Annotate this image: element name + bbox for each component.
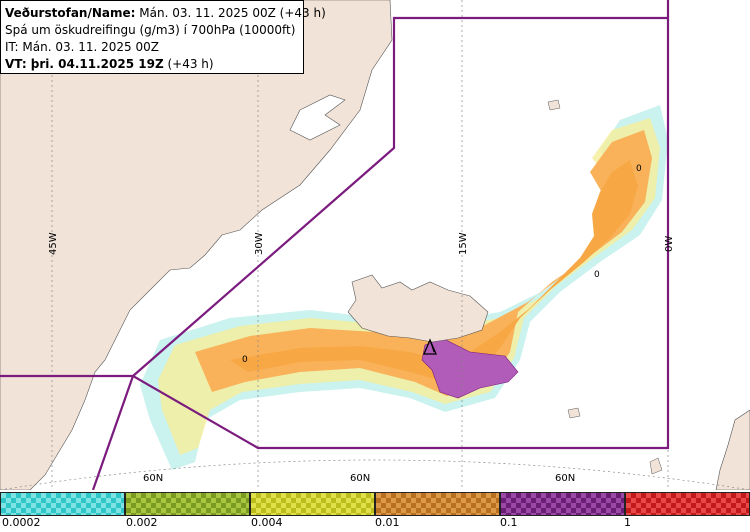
legend-swatch-6 [625, 492, 750, 516]
ash-low [195, 130, 652, 396]
legend-swatch-2 [125, 492, 250, 516]
contour-label-2: 0 [594, 270, 600, 280]
lon-label-0w: 0W [664, 236, 675, 252]
contour-label-3: 0 [636, 164, 642, 174]
issue-time: Mán. 03. 11. 2025 00Z (+43 h) [135, 6, 326, 20]
info-line-2: Spá um öskudreifingu (g/m3) í 700hPa (10… [5, 23, 296, 37]
greenland-fjord [289, 94, 346, 141]
valid-time: VT: þri. 04.11.2025 19Z [5, 57, 164, 71]
ash-plume [140, 105, 668, 470]
valid-offset: (+43 h) [163, 57, 214, 71]
legend-swatches [0, 492, 750, 516]
issuer-label: Veðurstofan/Name: [5, 6, 136, 20]
legend-tick-4: 0.01 [375, 516, 400, 529]
legend-swatch-3 [250, 492, 375, 516]
lon-label-15w: 15W [458, 232, 469, 255]
lon-label-30w: 30W [254, 232, 265, 255]
legend-tick-2: 0.002 [126, 516, 158, 529]
shetland [649, 457, 663, 475]
iceland-land [347, 274, 489, 343]
legend-tick-3: 0.004 [251, 516, 283, 529]
faroe-islands [547, 99, 561, 111]
ash-mid [230, 160, 638, 382]
lon-label-45w: 45W [48, 232, 59, 255]
volcano-triangle-icon [423, 338, 437, 355]
contour-label-1: 0 [242, 355, 248, 365]
concentration-legend: 0.0002 0.002 0.004 0.01 0.1 1 [0, 490, 750, 532]
info-line-1: Veðurstofan/Name: Mán. 03. 11. 2025 00Z … [5, 5, 326, 22]
info-line-4: VT: þri. 04.11.2025 19Z (+43 h) [5, 56, 299, 73]
volcano-line [429, 339, 435, 353]
legend-tick-1: 0.0002 [2, 516, 41, 529]
fir-boundary [0, 0, 670, 490]
lat-label-2: 60N [350, 473, 370, 484]
lat-label-1: 60N [143, 473, 163, 484]
legend-ticks: 0.0002 0.002 0.004 0.01 0.1 1 [0, 516, 750, 532]
norway-land [715, 409, 750, 490]
legend-tick-5: 0.1 [500, 516, 518, 529]
legend-swatch-4 [375, 492, 500, 516]
small-island [567, 407, 581, 419]
legend-tick-6: 1 [624, 516, 631, 529]
info-line-3: IT: Mán. 03. 11. 2025 00Z [5, 40, 159, 54]
map-canvas: 45W 30W 15W 0W 60N 60N 60N 0 0 0 [0, 0, 750, 490]
forecast-info-box: Veðurstofan/Name: Mán. 03. 11. 2025 00Z … [0, 0, 326, 74]
ash-high [421, 337, 519, 399]
legend-swatch-1 [0, 492, 125, 516]
lat-label-3: 60N [555, 473, 575, 484]
legend-swatch-5 [500, 492, 625, 516]
